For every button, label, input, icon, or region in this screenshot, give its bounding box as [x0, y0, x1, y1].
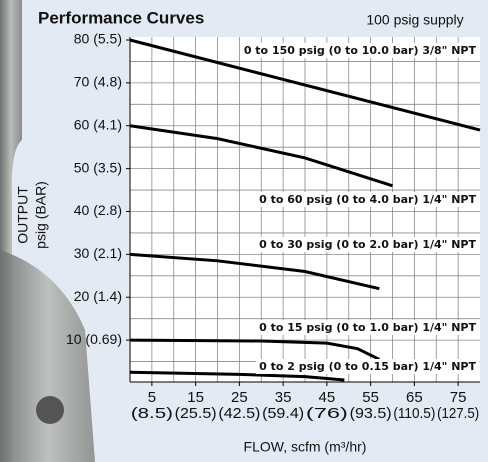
y-tick-label: 10 (0.69) [66, 331, 122, 347]
y-tick-label: 70 (4.8) [74, 74, 122, 90]
chart-title: Performance Curves [38, 8, 204, 27]
page: {"chart_data": {"type": "line", "title":… [0, 0, 488, 462]
y-axis-label: psig (BAR) [33, 181, 49, 249]
chart: Performance Curves 100 psig supply OUTPU… [0, 0, 488, 462]
x-tick-label: 25 [231, 389, 248, 406]
x-tick-sublabel: (42.5) [218, 405, 260, 422]
y-tick-label: 20 (1.4) [74, 288, 122, 304]
y-tick-label: 50 (3.5) [74, 159, 122, 175]
x-tick-label: 75 [450, 389, 467, 406]
x-tick-label: 35 [275, 389, 292, 406]
chart-subtitle: 100 psig supply [366, 12, 463, 28]
y-tick-label: 40 (2.8) [74, 202, 122, 218]
x-tick-sublabel: (8.5) [131, 405, 173, 422]
y-tick-label: 30 (2.1) [74, 245, 122, 261]
y-tick-label: 60 (4.1) [74, 116, 122, 132]
x-tick-sublabel: (127.5) [437, 405, 479, 422]
y-tick-label: 80 (5.5) [74, 31, 122, 47]
x-tick-sublabel: (59.4) [262, 405, 304, 422]
x-axis-label: FLOW, scfm (m³/hr) [244, 439, 367, 455]
x-tick-label: 55 [362, 389, 379, 406]
x-tick-sublabel: (93.5) [350, 405, 392, 422]
y-axis-label: OUTPUT [15, 186, 31, 244]
x-tick-label: 65 [406, 389, 423, 406]
x-tick-label: 45 [319, 389, 336, 406]
x-tick-sublabel: (110.5) [393, 405, 435, 422]
curve-label: 0 to 150 psig (0 to 10.0 bar) 3/8" NPT [244, 44, 477, 57]
x-tick-label: 5 [148, 389, 156, 406]
curve-label: 0 to 15 psig (0 to 1.0 bar) 1/4" NPT [259, 321, 476, 334]
x-tick-sublabel: (25.5) [175, 405, 217, 422]
curve-label: 0 to 2 psig (0 to 0.15 bar) 1/4" NPT [259, 360, 476, 373]
curve-label: 0 to 60 psig (0 to 4.0 bar) 1/4" NPT [259, 193, 476, 206]
curve-label: 0 to 30 psig (0 to 2.0 bar) 1/4" NPT [259, 238, 476, 251]
photo-bolt [36, 396, 64, 424]
x-tick-label: 15 [187, 389, 204, 406]
x-tick-sublabel: (76) [306, 405, 348, 422]
